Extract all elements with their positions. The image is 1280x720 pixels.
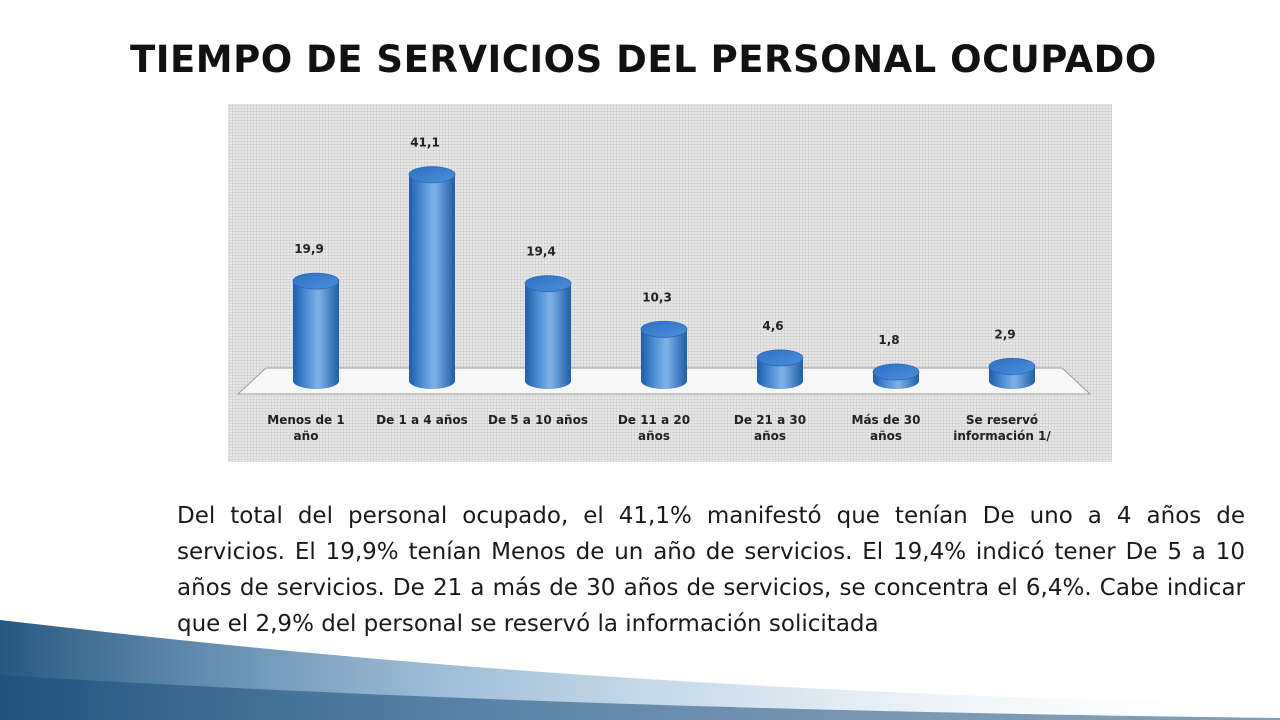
value-label: 2,9 (994, 327, 1015, 341)
bar-top (292, 272, 340, 290)
bar-top (640, 320, 688, 338)
bar-body (293, 281, 339, 389)
category-label: Menos de 1 año (267, 413, 344, 443)
bar-body (525, 283, 571, 389)
bar (524, 275, 572, 389)
bar-top (524, 275, 572, 293)
bar-body (409, 174, 455, 389)
bar-top (988, 358, 1036, 375)
category-label: Se reservó información 1/ (953, 413, 1051, 443)
bar-top (408, 166, 456, 184)
value-label: 41,1 (410, 136, 440, 150)
value-label: 10,3 (642, 290, 672, 304)
bar (872, 363, 920, 389)
category-label: Más de 30 años (852, 413, 921, 443)
value-label: 4,6 (762, 319, 783, 333)
category-label: De 5 a 10 años (488, 413, 588, 427)
summary-paragraph: Del total del personal ocupado, el 41,1%… (177, 503, 1245, 637)
bar-chart: 19,9 41,1 19,4 10,3 4,6 1,8 2,9 Menos de 1 año D… (236, 136, 1092, 443)
category-label: De 11 a 20 años (618, 413, 690, 443)
value-label: 19,9 (294, 242, 324, 256)
category-label: De 1 a 4 años (376, 413, 468, 427)
bar (756, 349, 804, 389)
value-label: 19,4 (526, 245, 556, 259)
background-sweep (0, 620, 1280, 720)
bar (988, 358, 1036, 389)
category-label: De 21 a 30 años (734, 413, 806, 443)
bar-body (757, 357, 803, 389)
page-title: TIEMPO DE SERVICIOS DEL PERSONAL OCUPADO (130, 38, 1157, 81)
value-label: 1,8 (878, 333, 899, 347)
bar (408, 166, 456, 389)
bar (640, 320, 688, 389)
bar (292, 272, 340, 389)
bar-top (872, 363, 920, 381)
bar-body (641, 329, 687, 389)
chart-frame: 19,9 41,1 19,4 10,3 4,6 1,8 2,9 Menos de 1 año D… (228, 104, 1112, 462)
bar-top (756, 349, 804, 367)
